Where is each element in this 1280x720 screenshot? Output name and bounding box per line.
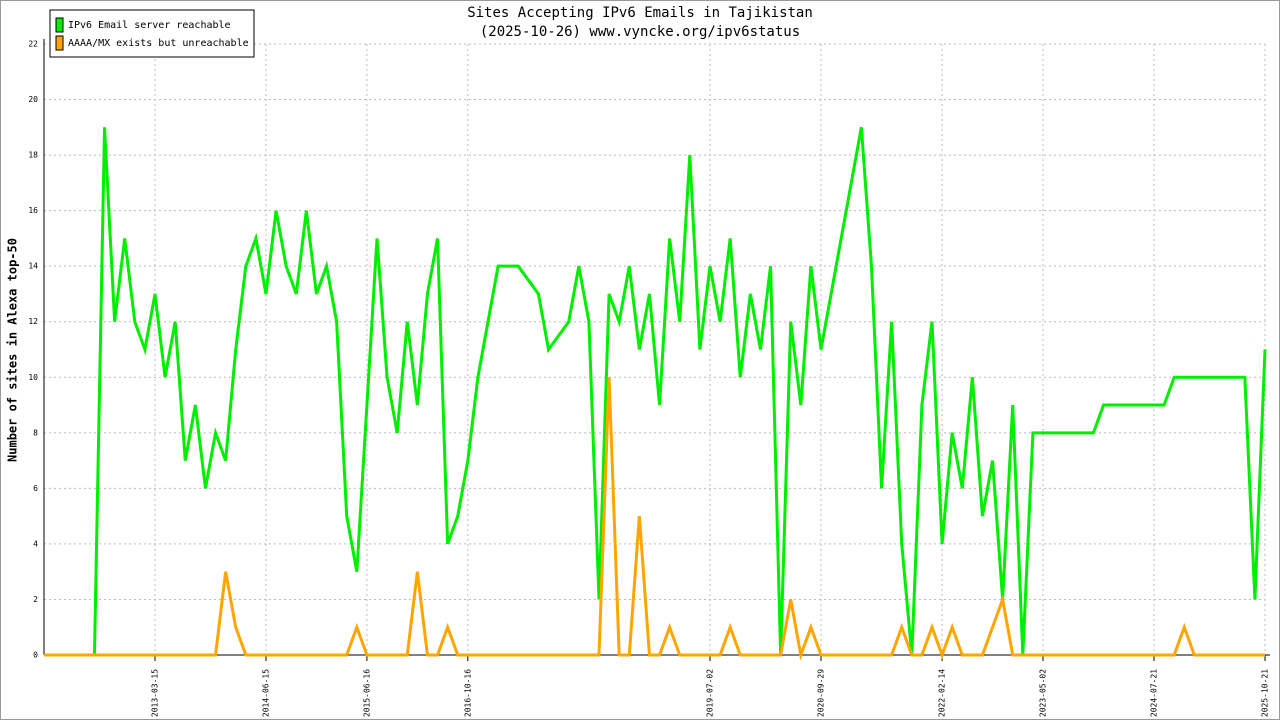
y-tick-label: 4 (33, 539, 38, 548)
y-tick-label: 12 (28, 317, 38, 326)
legend-swatch (55, 17, 64, 33)
x-tick-label: 2013-03-15 (151, 669, 160, 717)
y-tick-label: 10 (28, 373, 38, 382)
legend-label: IPv6 Email server reachable (68, 20, 231, 31)
x-tick-label: 2020-09-29 (817, 669, 826, 717)
y-tick-label: 8 (33, 428, 38, 437)
chart-subtitle: (2025-10-26) www.vyncke.org/ipv6status (480, 24, 800, 40)
legend-box (49, 9, 255, 58)
data-line (44, 127, 1267, 657)
data-line (44, 377, 1265, 661)
x-tick-label: 2025-10-21 (1261, 669, 1270, 717)
x-tick-label: 2024-07-21 (1150, 669, 1159, 717)
x-tick-label: 2023-05-02 (1039, 669, 1048, 717)
y-tick-label: 6 (33, 484, 38, 493)
legend-swatch (55, 35, 64, 51)
y-tick-label: 14 (28, 262, 38, 271)
x-tick-label: 2019-07-02 (706, 669, 715, 717)
x-tick-label: 2015-06-16 (362, 669, 371, 717)
x-tick-label: 2014-06-15 (262, 669, 271, 717)
legend-label: AAAA/MX exists but unreachable (68, 38, 249, 49)
y-tick-label: 22 (28, 40, 38, 49)
y-tick-label: 20 (28, 95, 38, 104)
y-tick-label: 0 (33, 651, 38, 660)
x-tick-label: 2022-02-14 (938, 669, 947, 717)
legend: IPv6 Email server reachable AAAA/MX exist… (49, 9, 255, 58)
y-tick-label: 16 (28, 206, 38, 215)
y-tick-label: 2 (33, 595, 38, 604)
y-axis-label: Number of sites in Alexa top-50 (6, 238, 20, 462)
x-tick-label: 2016-10-16 (463, 669, 472, 717)
chart-title: Sites Accepting IPv6 Emails in Tajikista… (467, 5, 813, 21)
y-tick-label: 18 (28, 151, 38, 160)
